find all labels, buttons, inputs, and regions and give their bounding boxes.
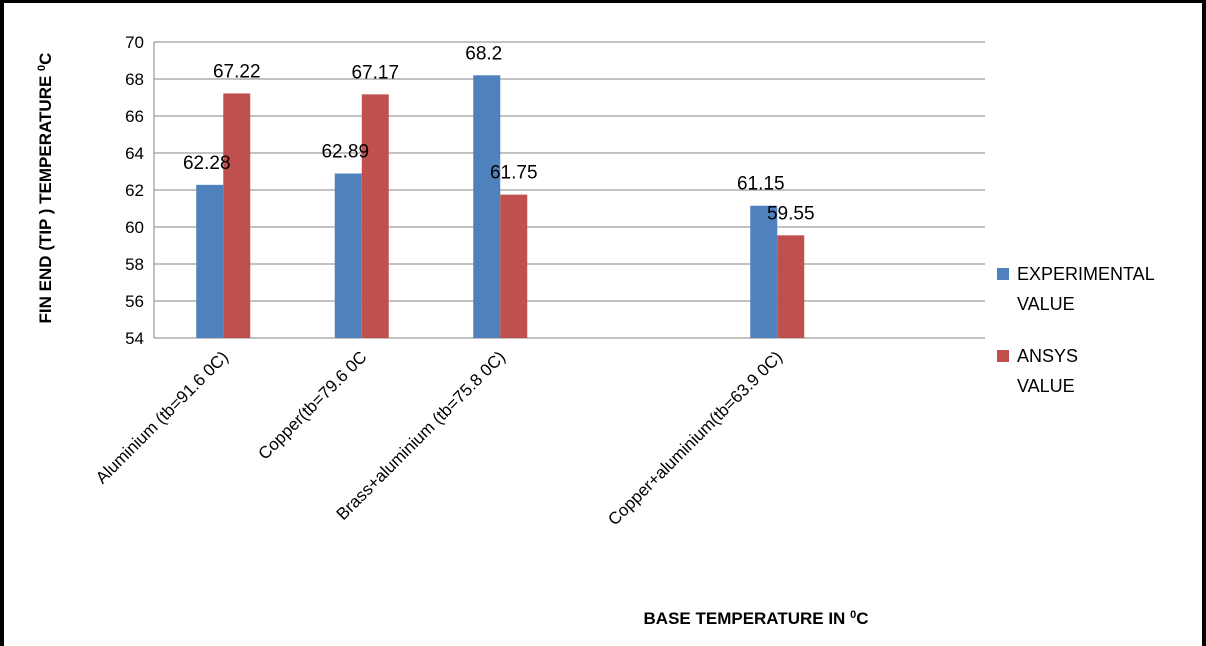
category-label: Aluminium (tb=91.6 0C) xyxy=(92,347,232,487)
data-label: 67.17 xyxy=(351,62,399,83)
y-axis-title: FIN END (TIP ) TEMPERATURE 0C xyxy=(36,53,55,324)
data-label: 62.89 xyxy=(321,142,369,163)
category-label: Copper(tb=79.6 0C xyxy=(255,347,371,463)
y-tick-label: 54 xyxy=(125,329,144,348)
y-tick-label: 58 xyxy=(125,255,144,274)
experimental-bar xyxy=(334,173,362,338)
experimental-bar xyxy=(750,205,778,338)
legend-swatch-experimental xyxy=(997,268,1009,280)
y-tick-label: 60 xyxy=(125,218,144,237)
legend: EXPERIMENTAL VALUE ANSYS VALUE xyxy=(997,264,1155,396)
legend-swatch-ansys xyxy=(997,350,1009,362)
data-label: 68.2 xyxy=(465,43,502,64)
data-label: 61.15 xyxy=(737,174,785,195)
ansys-bar xyxy=(361,94,389,338)
legend-label: EXPERIMENTAL xyxy=(1017,264,1155,284)
y-tick-label: 64 xyxy=(125,144,144,163)
ansys-bar xyxy=(223,93,251,339)
category-label: Brass+aluminium (tb=75.8 0C) xyxy=(333,347,509,523)
category-labels: Aluminium (tb=91.6 0C) Copper(tb=79.6 0CB… xyxy=(92,347,786,529)
data-label: 59.55 xyxy=(767,203,815,224)
data-label: 62.28 xyxy=(183,153,231,174)
legend-label: ANSYS xyxy=(1017,346,1078,366)
y-tick-label: 62 xyxy=(125,181,144,200)
data-label: 67.22 xyxy=(213,61,261,82)
ansys-bar xyxy=(500,194,528,338)
y-tick-label: 68 xyxy=(125,70,144,89)
data-label: 61.75 xyxy=(490,163,538,184)
category-label: Copper+aluminium(tb=63.9 0C) xyxy=(604,347,786,529)
ansys-bar xyxy=(777,235,805,338)
y-tick-label: 56 xyxy=(125,292,144,311)
bars xyxy=(196,75,805,339)
data-labels: 62.28 62.89 68.2 61.15 67.22 67.17 61.75 59.55 xyxy=(183,43,815,224)
y-tick-label: 66 xyxy=(125,107,144,126)
y-tick-label: 70 xyxy=(125,33,144,52)
y-tick-labels: 54 56 58 60 62 64 66 68 70 xyxy=(125,33,144,348)
experimental-bar xyxy=(473,75,501,339)
x-axis-title: BASE TEMPERATURE IN 0C xyxy=(644,609,869,628)
legend-label: VALUE xyxy=(1017,294,1075,314)
experimental-bar xyxy=(196,184,224,338)
legend-label: VALUE xyxy=(1017,376,1075,396)
gridlines xyxy=(153,41,985,339)
